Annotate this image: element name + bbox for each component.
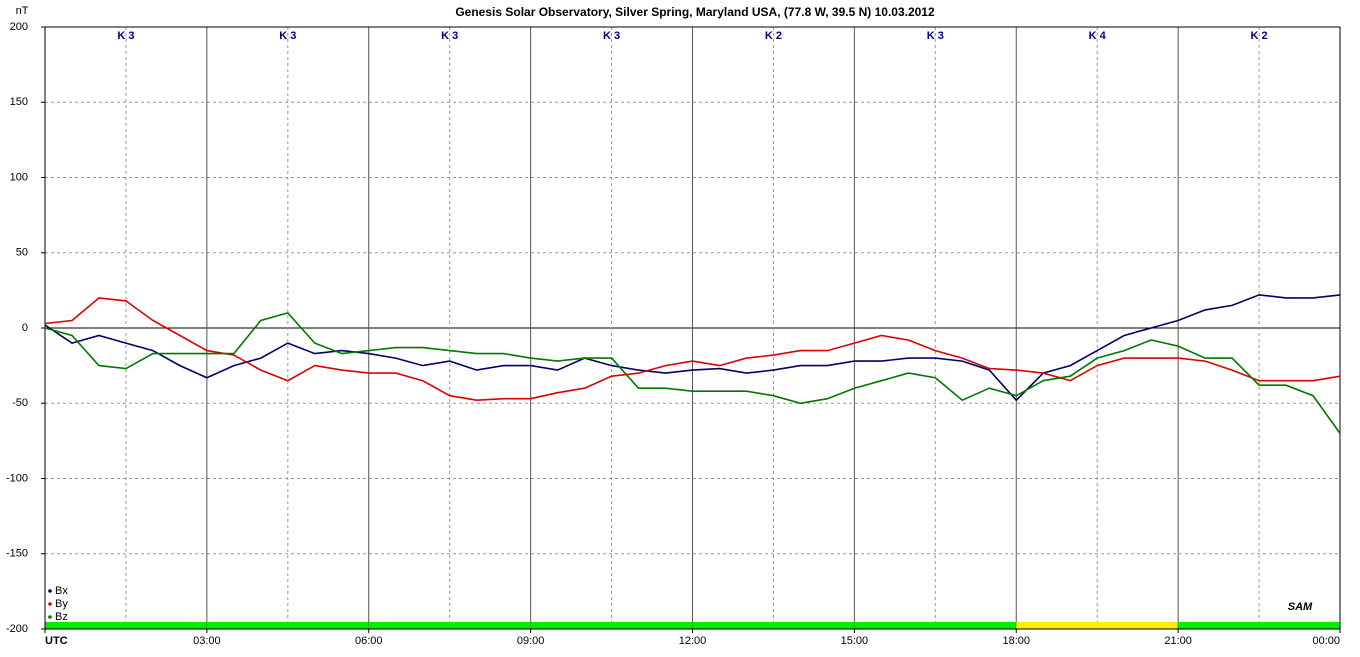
y-tick-label: -150 <box>6 548 28 560</box>
y-tick-label: 200 <box>10 21 28 33</box>
y-tick-label: -100 <box>6 472 28 484</box>
y-tick-label: -50 <box>12 397 28 409</box>
activity-bar <box>45 622 207 629</box>
chart-title: Genesis Solar Observatory, Silver Spring… <box>455 5 935 19</box>
x-tick-label: UTC <box>45 635 68 647</box>
x-tick-label: 00:00 <box>1312 635 1340 647</box>
k-index: K 4 <box>1089 30 1107 42</box>
x-tick-label: 03:00 <box>193 635 221 647</box>
activity-bar <box>368 622 531 629</box>
x-tick-label: 12:00 <box>679 635 707 647</box>
series-line <box>44 294 1341 402</box>
series-line <box>44 297 1341 402</box>
legend-label: Bz <box>55 611 68 623</box>
k-index: K 3 <box>117 30 134 42</box>
x-tick-label: 21:00 <box>1164 635 1192 647</box>
x-tick-label: 18:00 <box>1002 635 1030 647</box>
x-tick-label: 06:00 <box>355 635 383 647</box>
legend-label: By <box>55 598 68 610</box>
logo: SAM <box>1288 601 1313 613</box>
y-tick-label: 100 <box>10 171 28 183</box>
activity-bar <box>692 622 855 629</box>
y-tick-label: 50 <box>16 247 28 259</box>
y-tick-label: 0 <box>22 322 28 334</box>
k-index: K 3 <box>927 30 944 42</box>
activity-bar <box>530 622 693 629</box>
k-index: K 3 <box>279 30 296 42</box>
activity-bar <box>1178 622 1340 629</box>
activity-bar <box>854 622 1017 629</box>
k-index: K 3 <box>441 30 458 42</box>
series-line <box>44 311 1341 434</box>
legend-swatch <box>48 615 52 619</box>
legend-swatch <box>48 589 52 593</box>
k-index: K 2 <box>765 30 782 42</box>
legend-label: Bx <box>55 585 68 597</box>
y-axis-label: nT <box>16 5 29 17</box>
activity-bar <box>206 622 369 629</box>
k-index: K 3 <box>603 30 620 42</box>
k-index: K 2 <box>1251 30 1268 42</box>
x-tick-label: 09:00 <box>517 635 545 647</box>
y-tick-label: -200 <box>6 623 28 635</box>
activity-bar <box>1016 622 1179 629</box>
legend-swatch <box>48 602 52 606</box>
x-tick-label: 15:00 <box>841 635 869 647</box>
y-tick-label: 150 <box>10 96 28 108</box>
